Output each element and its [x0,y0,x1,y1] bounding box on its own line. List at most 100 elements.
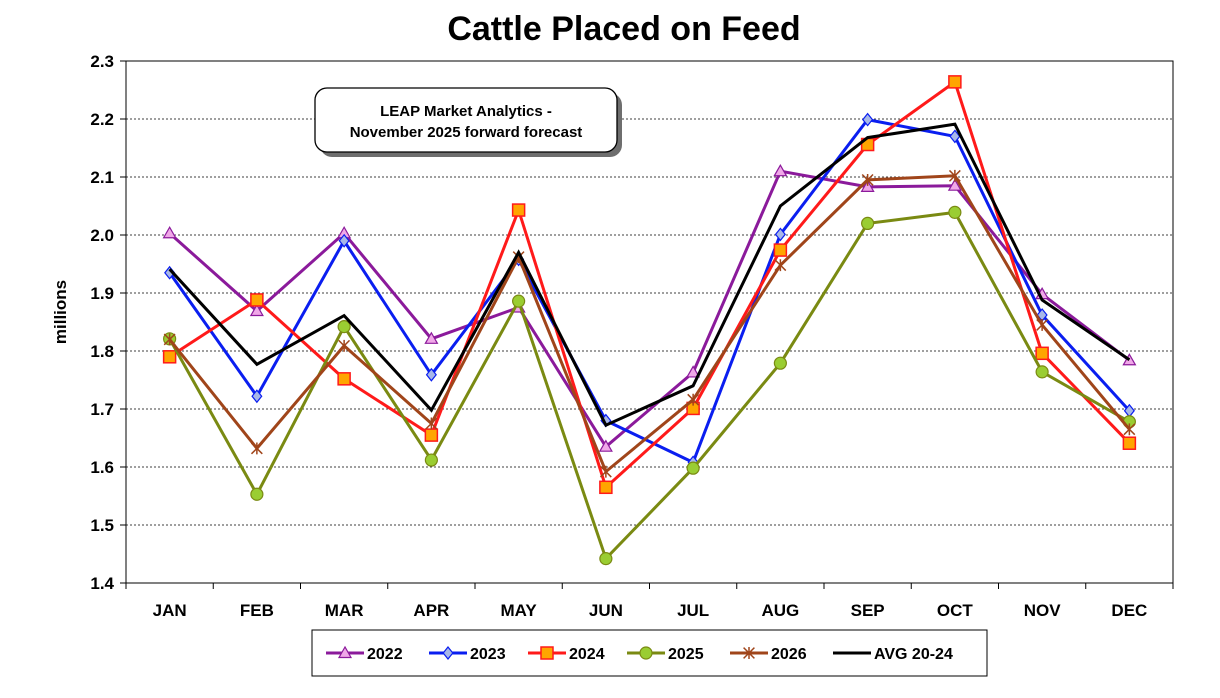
legend-label-avg-20-24: AVG 20-24 [874,646,953,663]
legend-item-2023: 2023 [429,646,506,663]
data-point-2024-aug [773,243,788,257]
data-point-2024-feb [250,293,264,307]
y-axis-label: millions [51,280,70,344]
data-point-2023-mar [338,233,350,248]
legend-marker-2025 [639,646,653,660]
y-tick-label: 2.3 [90,52,114,71]
series-2024 [162,75,1137,495]
data-point-2026-sep [861,173,874,186]
data-point-2026-apr [425,417,438,430]
data-point-2026-jul [687,393,700,406]
data-point-2022-jul [686,365,701,378]
data-point-2026-aug [774,259,787,272]
data-point-2024-jun [599,480,613,495]
y-tick-label: 2.0 [90,226,114,245]
data-point-2026-jun [599,465,612,478]
x-tick-label-oct: OCT [937,601,974,620]
x-tick-label-sep: SEP [851,601,885,620]
data-point-2023-apr [425,367,437,382]
chart-title: Cattle Placed on Feed [447,10,800,48]
annotation-line-2: November 2025 forward forecast [350,124,583,141]
legend-marker-2022 [337,645,353,659]
x-tick-label-nov: NOV [1024,601,1062,620]
x-axis-ticks: JAN FEB MAR APR MAY JUN JUL AUG SEP OCT NOV DEC [125,583,1174,620]
legend-item-2025: 2025 [627,646,704,663]
data-point-2025-mar [337,320,351,334]
data-point-2022-apr [424,331,439,344]
x-tick-label-jul: JUL [677,601,709,620]
y-tick-label: 2.1 [90,168,114,187]
data-point-2026-nov [1036,318,1049,331]
data-point-2026-dec [1123,423,1136,436]
legend-marker-2024 [540,646,554,660]
data-point-2026-jan [163,333,176,346]
y-tick-label: 1.4 [90,574,114,593]
data-point-2024-dec [1122,436,1137,450]
data-point-2025-sep [861,216,875,230]
x-tick-label-dec: DEC [1111,601,1147,620]
series-lines [162,75,1137,566]
data-point-2025-feb [250,487,264,501]
legend-marker-2023 [442,646,454,660]
series-line-2023 [168,117,1131,465]
legend-label-2025: 2025 [668,646,704,663]
data-point-2022-jun [598,439,613,452]
y-tick-label: 2.2 [90,110,114,129]
x-tick-label-jun: JUN [589,601,623,620]
data-point-2026-oct [948,169,961,182]
data-point-2023-aug [774,227,786,242]
series-2023 [164,112,1135,470]
series-line-2025 [168,210,1131,562]
series-line-2024 [168,79,1131,490]
series-line-2022 [168,169,1131,449]
legend-item-2024: 2024 [528,646,605,663]
data-point-2022-oct [947,178,962,191]
data-point-2022-sep [860,179,875,192]
legend-item-2026: 2026 [730,646,807,663]
y-tick-label: 1.6 [90,458,114,477]
legend-item-avg-20-24: AVG 20-24 [833,646,953,663]
x-tick-label-feb: FEB [240,601,274,620]
data-point-2025-jul [686,461,700,475]
series-2026 [163,169,1136,478]
x-tick-label-jan: JAN [153,601,187,620]
data-point-2024-nov [1035,346,1049,361]
legend-item-2022: 2022 [326,645,403,663]
data-point-2025-may [512,294,526,308]
legend-label-2022: 2022 [367,646,403,663]
x-tick-label-apr: APR [413,601,449,620]
data-point-2026-feb [250,442,263,455]
y-tick-label: 1.7 [90,400,114,419]
data-point-2022-aug [773,163,788,177]
data-point-2023-oct [949,129,961,144]
annotation-line-1: LEAP Market Analytics - [380,103,552,120]
x-tick-label-may: MAY [501,601,538,620]
legend-marker-2026 [743,647,755,659]
y-tick-label: 1.8 [90,342,114,361]
x-tick-label-mar: MAR [325,601,364,620]
legend-label-2026: 2026 [771,646,807,663]
data-point-2025-aug [773,356,787,370]
x-tick-label-aug: AUG [761,601,799,620]
y-tick-label: 1.5 [90,516,114,535]
data-point-2025-nov [1035,365,1049,379]
data-point-2024-may [511,203,526,217]
data-point-2024-apr [424,428,439,442]
data-point-2025-apr [424,453,438,467]
series-line-avg-20-24 [168,122,1131,428]
series-line-2026 [168,174,1131,475]
data-point-2023-feb [251,389,263,404]
data-point-2024-jan [162,350,177,364]
data-point-2025-jun [599,552,613,566]
series-avg-20-24 [168,122,1131,428]
data-point-2023-sep [862,112,874,127]
data-point-2026-mar [338,339,351,352]
y-tick-label: 1.9 [90,284,114,303]
legend-label-2023: 2023 [470,646,506,663]
data-point-2025-oct [948,205,962,219]
legend: 2022 2023 2024 2025 2026 AVG 20-24 [311,629,988,677]
data-point-2022-jan [162,226,177,239]
data-point-2024-mar [337,372,351,386]
y-axis-ticks: 1.4 1.5 1.6 1.7 1.8 1.9 2.0 2.1 2.2 2.3 [90,52,126,593]
